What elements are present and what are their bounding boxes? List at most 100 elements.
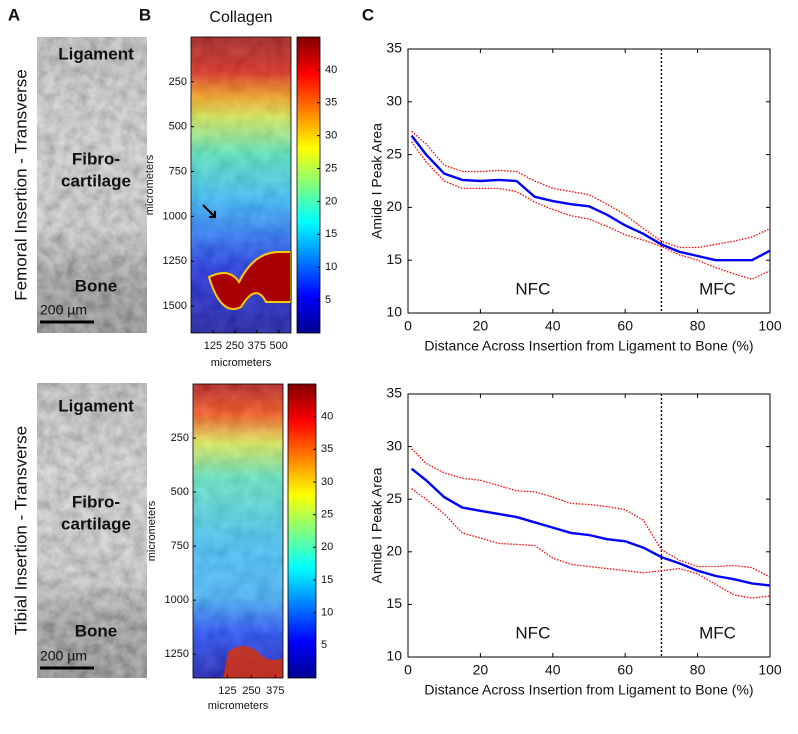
colorbar-tick-label: 35 bbox=[325, 97, 337, 109]
y-tick-label: 30 bbox=[386, 437, 402, 453]
y-tick-label: 1000 bbox=[163, 210, 187, 222]
x-tick-label: 375 bbox=[248, 340, 266, 352]
panel-label: A bbox=[8, 5, 20, 24]
mean-line bbox=[410, 134, 771, 262]
y-axis-label: Amide I Peak Area bbox=[369, 123, 385, 239]
heatmap-feature bbox=[223, 646, 283, 678]
y-tick-label: 1500 bbox=[163, 300, 187, 312]
side-label: Femoral Insertion - Transverse bbox=[11, 69, 30, 300]
y-tick-label: 250 bbox=[171, 432, 189, 444]
x-tick-label: 80 bbox=[690, 662, 706, 678]
colorbar-tick-label: 5 bbox=[325, 294, 331, 306]
colorbar-tick-label: 35 bbox=[321, 443, 333, 455]
x-tick-label: 0 bbox=[404, 318, 412, 334]
y-tick-label: 20 bbox=[386, 198, 402, 214]
x-tick-label: 500 bbox=[270, 340, 288, 352]
region-label: Fibro- bbox=[72, 492, 120, 511]
y-tick-label: 500 bbox=[169, 121, 187, 133]
plot-area bbox=[407, 393, 771, 658]
bound-line bbox=[411, 488, 771, 599]
x-axis-label: micrometers bbox=[208, 700, 269, 712]
region-label: Ligament bbox=[58, 44, 134, 63]
region-label: cartilage bbox=[61, 171, 131, 190]
region-annotation: MFC bbox=[699, 623, 736, 642]
y-tick-label: 30 bbox=[386, 93, 402, 109]
histology-texture bbox=[37, 37, 147, 333]
colorbar-tick-label: 40 bbox=[325, 64, 337, 76]
y-tick-label: 750 bbox=[171, 540, 189, 552]
heatmap-texture bbox=[193, 384, 283, 678]
x-tick-label: 60 bbox=[617, 662, 633, 678]
y-tick-label: 1250 bbox=[163, 255, 187, 267]
panel-label: C bbox=[362, 5, 374, 24]
scale-bar-label: 200 µm bbox=[40, 302, 87, 318]
y-tick-label: 35 bbox=[386, 385, 402, 401]
y-tick-label: 500 bbox=[171, 486, 189, 498]
heatmap-frame bbox=[192, 383, 284, 679]
y-axis-label: micrometers bbox=[144, 154, 156, 215]
x-tick-label: 100 bbox=[758, 662, 782, 678]
colorbar-tick-label: 30 bbox=[321, 476, 333, 488]
colorbar-tick-label: 25 bbox=[325, 162, 337, 174]
region-label: Bone bbox=[75, 621, 118, 640]
x-tick-label: 0 bbox=[404, 662, 412, 678]
region-annotation: NFC bbox=[515, 279, 550, 298]
colorbar-tick-label: 20 bbox=[325, 195, 337, 207]
y-tick-label: 25 bbox=[386, 145, 402, 161]
region-label: Fibro- bbox=[72, 149, 120, 168]
colorbar-tick-label: 25 bbox=[321, 509, 333, 521]
bound-line bbox=[411, 130, 771, 249]
x-tick-label: 250 bbox=[242, 685, 260, 697]
heatmap-frame bbox=[190, 36, 292, 334]
x-axis-label: micrometers bbox=[211, 357, 272, 369]
y-axis-label: micrometers bbox=[146, 500, 158, 561]
x-axis-label: Distance Across Insertion from Ligament … bbox=[424, 682, 753, 698]
y-tick-label: 1250 bbox=[165, 648, 189, 660]
y-tick-label: 15 bbox=[386, 251, 402, 267]
colorbar-tick-label: 15 bbox=[325, 228, 337, 240]
x-tick-label: 40 bbox=[545, 318, 561, 334]
colorbar bbox=[287, 383, 317, 679]
colorbar-tick-label: 40 bbox=[321, 411, 333, 423]
y-tick-label: 35 bbox=[386, 40, 402, 56]
x-tick-label: 125 bbox=[218, 685, 236, 697]
x-tick-label: 375 bbox=[266, 685, 284, 697]
scale-bar-label: 200 µm bbox=[40, 648, 87, 664]
region-annotation: MFC bbox=[699, 279, 736, 298]
region-label: Ligament bbox=[58, 396, 134, 415]
region-label: cartilage bbox=[61, 514, 131, 533]
colorbar-tick-label: 30 bbox=[325, 130, 337, 142]
colorbar-tick-label: 10 bbox=[321, 607, 333, 619]
region-label: Bone bbox=[75, 276, 118, 295]
colorbar-tick-label: 15 bbox=[321, 574, 333, 586]
y-tick-label: 15 bbox=[386, 595, 402, 611]
y-tick-label: 25 bbox=[386, 490, 402, 506]
histology-texture bbox=[37, 383, 147, 678]
colorbar-tick-label: 20 bbox=[321, 541, 333, 553]
x-tick-label: 60 bbox=[617, 318, 633, 334]
bound-line bbox=[411, 448, 771, 578]
y-tick-label: 250 bbox=[169, 76, 187, 88]
x-tick-label: 100 bbox=[758, 318, 782, 334]
panel-label: B bbox=[139, 5, 151, 24]
mean-line bbox=[410, 467, 771, 587]
side-label: Tibial Insertion - Transverse bbox=[11, 426, 30, 635]
x-tick-label: 20 bbox=[473, 318, 489, 334]
y-tick-label: 10 bbox=[386, 648, 402, 664]
y-tick-label: 20 bbox=[386, 543, 402, 559]
colorbar-tick-label: 10 bbox=[325, 261, 337, 273]
x-tick-label: 20 bbox=[473, 662, 489, 678]
y-tick-label: 10 bbox=[386, 304, 402, 320]
x-axis-label: Distance Across Insertion from Ligament … bbox=[424, 338, 753, 354]
y-axis-label: Amide I Peak Area bbox=[369, 467, 385, 583]
x-tick-label: 125 bbox=[204, 340, 222, 352]
y-tick-label: 1000 bbox=[165, 594, 189, 606]
region-annotation: NFC bbox=[515, 623, 550, 642]
colorbar bbox=[296, 36, 321, 334]
x-tick-label: 40 bbox=[545, 662, 561, 678]
heatmap-arrow bbox=[202, 204, 216, 218]
x-tick-label: 80 bbox=[690, 318, 706, 334]
heatmap-title: Collagen bbox=[209, 9, 272, 26]
y-tick-label: 750 bbox=[169, 165, 187, 177]
